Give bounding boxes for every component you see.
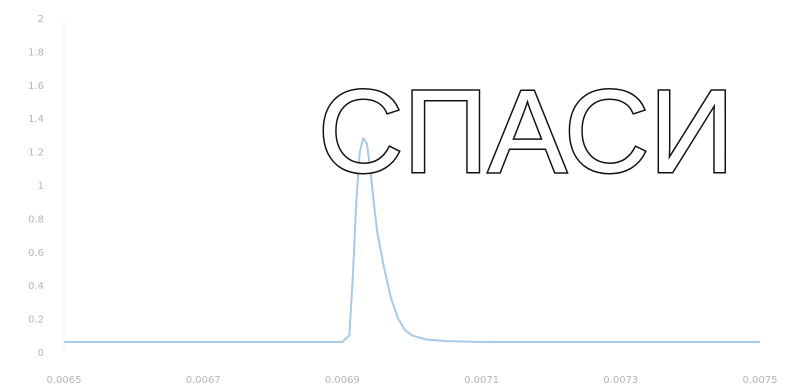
x-tick-label: 0.0067 xyxy=(186,375,221,386)
y-tick-label: 0.4 xyxy=(28,281,44,292)
y-tick-label: 1 xyxy=(38,181,44,192)
y-tick-label: 1.4 xyxy=(28,114,44,125)
overlay-title-text: СПАСИ xyxy=(318,66,734,198)
y-tick-label: 1.2 xyxy=(28,148,44,159)
x-tick-label: 0.0065 xyxy=(47,375,82,386)
x-tick-label: 0.0075 xyxy=(743,375,778,386)
plot-series xyxy=(64,137,760,343)
y-tick-label: 0 xyxy=(38,348,44,359)
y-tick-label: 1.6 xyxy=(28,81,44,92)
y-tick-labels: 0 0.2 0.4 0.6 0.8 1 1.2 1.4 1.6 1.8 2 xyxy=(28,14,44,359)
y-tick-label: 1.8 xyxy=(28,47,44,58)
x-tick-label: 0.0071 xyxy=(464,375,499,386)
y-tick-label: 2 xyxy=(38,14,44,25)
y-tick-label: 0.2 xyxy=(28,315,44,326)
series-line xyxy=(64,137,760,343)
x-tick-label: 0.0073 xyxy=(603,375,638,386)
x-tick-labels: 0.0065 0.0067 0.0069 0.0071 0.0073 0.0075 xyxy=(47,375,778,386)
x-tick-label: 0.0069 xyxy=(325,375,360,386)
y-tick-label: 0.8 xyxy=(28,214,44,225)
y-tick-label: 0.6 xyxy=(28,248,44,259)
